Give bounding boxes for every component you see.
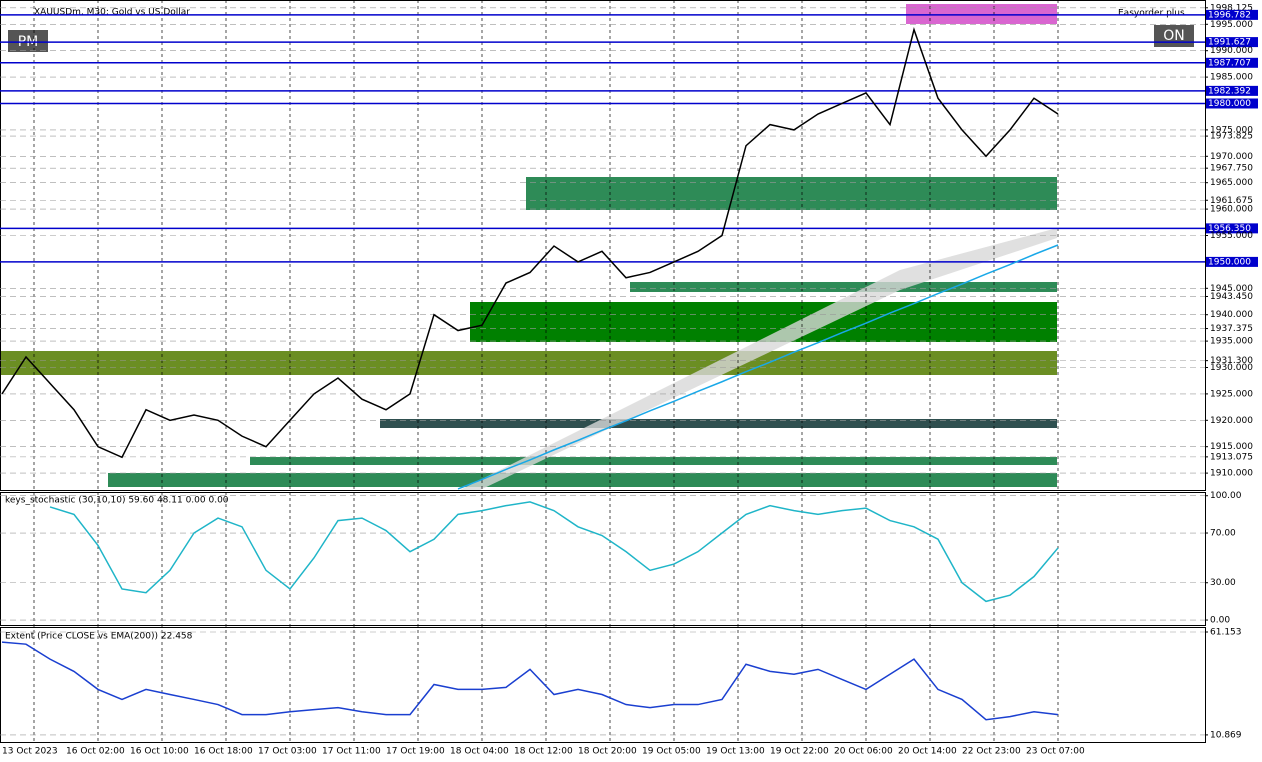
time-label: 16 Oct 18:00 [194, 747, 253, 757]
price-label: 1995.000 [1210, 20, 1253, 30]
series-line [1, 26, 1059, 459]
price-label: 1975.000 [1210, 125, 1253, 135]
level-tag [1206, 98, 1258, 109]
time-label: 18 Oct 20:00 [578, 747, 637, 757]
price-label: 1915.000 [1210, 442, 1253, 452]
price-label: 1980.000 [1208, 99, 1251, 109]
price-label: 1910.000 [1210, 469, 1253, 479]
price-label: 1920.000 [1210, 416, 1253, 426]
price-label: 1985.000 [1210, 73, 1253, 83]
price-label: 1965.000 [1210, 178, 1253, 188]
zone [630, 282, 1057, 292]
price-label: 1943.450 [1210, 292, 1253, 302]
time-label: 17 Oct 19:00 [386, 747, 445, 757]
price-label: 1913.075 [1210, 452, 1253, 462]
price-label: 1930.000 [1210, 363, 1253, 373]
time-label: 23 Oct 07:00 [1026, 747, 1085, 757]
time-label: 20 Oct 06:00 [834, 747, 893, 757]
time-label: 16 Oct 02:00 [66, 747, 125, 757]
price-label: 1945.000 [1210, 284, 1253, 294]
zone [250, 457, 1057, 465]
series-line [49, 501, 1059, 603]
price-label: 1973.825 [1210, 132, 1253, 142]
price-label: 1991.627 [1208, 38, 1251, 48]
series-line [457, 244, 1059, 490]
cloud-band [460, 228, 1057, 490]
extent-panel [0, 627, 1206, 743]
price-label: 0.00 [1210, 616, 1230, 626]
plugin-label: Easyorder plus [1118, 9, 1185, 19]
level-tag [1206, 37, 1258, 48]
price-label: 1996.782 [1208, 10, 1251, 20]
price-label: 1961.675 [1210, 196, 1253, 206]
time-label: 19 Oct 05:00 [642, 747, 701, 757]
series-line [1, 641, 1059, 721]
price-label: 70.00 [1210, 529, 1236, 539]
zone [108, 473, 1057, 487]
time-label: 22 Oct 23:00 [962, 747, 1021, 757]
zone [526, 177, 1057, 210]
price-label: 1940.000 [1210, 310, 1253, 320]
time-label: 18 Oct 04:00 [450, 747, 509, 757]
price-label: 61.153 [1210, 628, 1242, 638]
zone [470, 302, 1057, 342]
price-label: 1925.000 [1210, 389, 1253, 399]
button-bg [8, 30, 48, 52]
indicator-title: keys_stochastic (30,10,10) 59.60 48.11 0… [5, 496, 229, 506]
price-label: 1955.000 [1210, 231, 1253, 241]
zone [0, 351, 1057, 375]
time-label: 18 Oct 12:00 [514, 747, 573, 757]
level-tag [1206, 9, 1258, 20]
pm-button[interactable]: PM [8, 30, 48, 52]
indicator-title: Extent (Price CLOSE vs EMA(200)) 22.458 [5, 632, 193, 642]
price-label: 1970.000 [1210, 152, 1253, 162]
price-label: 1960.000 [1210, 205, 1253, 215]
time-label: 13 Oct 2023 [2, 747, 58, 757]
price-label: 1987.707 [1208, 58, 1251, 68]
zone [380, 419, 1057, 428]
time-label: 20 Oct 14:00 [898, 747, 957, 757]
price-label: 1998.125 [1210, 3, 1253, 13]
time-label: 19 Oct 22:00 [770, 747, 829, 757]
level-tag [1206, 85, 1258, 96]
price-label: 30.00 [1210, 578, 1236, 588]
button-label[interactable]: ON [1163, 28, 1185, 44]
level-tag [1206, 223, 1258, 234]
time-label: 19 Oct 13:00 [706, 747, 765, 757]
on-button[interactable]: ON [1154, 25, 1194, 47]
price-label: 1982.392 [1208, 86, 1251, 96]
price-label: 10.869 [1210, 730, 1242, 740]
price-label: 1931.300 [1210, 356, 1253, 366]
level-tag [1206, 256, 1258, 267]
time-label: 17 Oct 11:00 [322, 747, 381, 757]
level-tag [1206, 57, 1258, 68]
price-label: 1937.375 [1210, 324, 1253, 334]
price-label: 1935.000 [1210, 337, 1253, 347]
supply-zone [906, 4, 1057, 24]
price-label: 100.00 [1210, 491, 1242, 501]
price-label: 1990.000 [1210, 46, 1253, 56]
time-label: 17 Oct 03:00 [258, 747, 317, 757]
chart-title: XAUUSDm, M30: Gold vs US Dollar [34, 8, 190, 18]
price-label: 1950.000 [1208, 257, 1251, 267]
price-panel [0, 0, 1206, 491]
price-label: 1956.350 [1208, 224, 1251, 234]
time-label: 16 Oct 10:00 [130, 747, 189, 757]
price-label: 1967.750 [1210, 164, 1253, 174]
stochastic-panel [0, 492, 1206, 626]
